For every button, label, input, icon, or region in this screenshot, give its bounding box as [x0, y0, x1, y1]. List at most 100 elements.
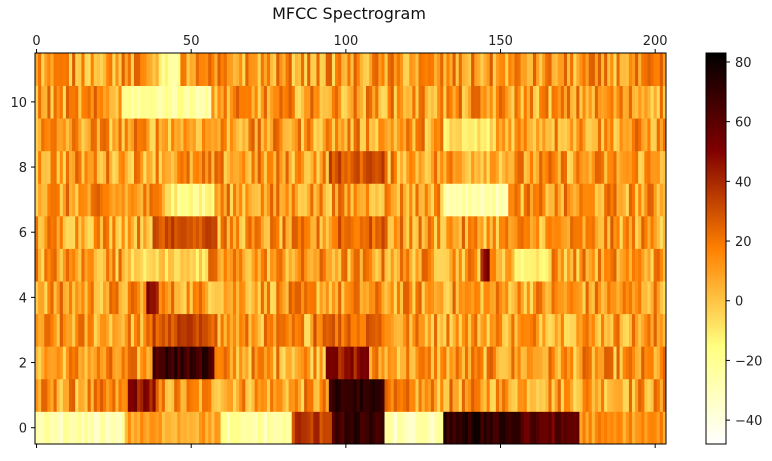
heatmap-cell [35, 215, 39, 249]
heatmap-cell [115, 215, 119, 249]
heatmap-cell [384, 215, 389, 249]
heatmap-cell [554, 150, 559, 184]
heatmap-cell [579, 378, 583, 412]
heatmap-cell [631, 281, 636, 315]
heatmap-cell [341, 53, 345, 86]
heatmap-cell [387, 411, 392, 445]
heatmap-cell [301, 85, 305, 119]
heatmap-cell [458, 183, 463, 217]
heatmap-cell [489, 85, 494, 119]
heatmap-cell [325, 346, 330, 380]
heatmap-cell [208, 53, 212, 86]
heatmap-cell [446, 150, 450, 184]
heatmap-cell [418, 248, 423, 282]
heatmap-cell [542, 313, 546, 347]
heatmap-cell [316, 346, 320, 380]
heatmap-cell [644, 183, 648, 217]
heatmap-cell [372, 313, 376, 347]
heatmap-cell [489, 411, 494, 445]
heatmap-cell [313, 215, 317, 249]
heatmap-cell [644, 150, 648, 184]
heatmap-cell [455, 346, 460, 380]
heatmap-cell [567, 215, 571, 249]
heatmap-cell [198, 248, 203, 282]
heatmap-cell [276, 378, 280, 412]
heatmap-cell [647, 313, 651, 347]
heatmap-cell [464, 150, 469, 184]
heatmap-cell [220, 118, 225, 152]
heatmap-cell [461, 248, 466, 282]
heatmap-cell [517, 53, 522, 86]
heatmap-cell [285, 378, 290, 412]
heatmap-cell [638, 53, 642, 86]
heatmap-cell [177, 378, 181, 412]
heatmap-cell [282, 150, 286, 184]
heatmap-cell [508, 53, 512, 86]
heatmap-cell [115, 378, 119, 412]
heatmap-cell [183, 281, 187, 315]
heatmap-cell [650, 313, 655, 347]
heatmap-cell [279, 313, 283, 347]
heatmap-cell [529, 53, 534, 86]
heatmap-cell [653, 346, 658, 380]
heatmap-cell [226, 215, 231, 249]
heatmap-cell [563, 150, 568, 184]
heatmap-cell [474, 248, 478, 282]
heatmap-cell [477, 53, 481, 86]
heatmap-cell [403, 411, 407, 445]
heatmap-cell [38, 183, 42, 217]
heatmap-cell [294, 248, 299, 282]
heatmap-cell [474, 150, 478, 184]
colorbar [705, 52, 727, 445]
heatmap-cell [47, 313, 51, 347]
heatmap-cell [514, 85, 518, 119]
heatmap-cell [662, 281, 667, 315]
heatmap-cell [653, 53, 658, 86]
heatmap-cell [560, 183, 565, 217]
heatmap-cell [399, 248, 404, 282]
heatmap-cell [149, 313, 153, 347]
heatmap-cell [387, 346, 392, 380]
heatmap-cell [103, 378, 107, 412]
heatmap-cell [242, 183, 246, 217]
heatmap-cell [149, 378, 153, 412]
heatmap-cell [477, 215, 481, 249]
heatmap-cell [480, 411, 484, 445]
heatmap-cell [607, 150, 611, 184]
heatmap-cell [78, 118, 82, 152]
heatmap-cell [399, 346, 404, 380]
heatmap-cell [384, 313, 389, 347]
heatmap-cell [112, 378, 116, 412]
heatmap-cell [662, 118, 667, 152]
heatmap-cell [480, 378, 484, 412]
heatmap-cell [220, 313, 225, 347]
heatmap-cell [483, 150, 487, 184]
heatmap-cell [331, 346, 336, 380]
heatmap-cell [594, 378, 599, 412]
heatmap-cell [220, 53, 225, 86]
heatmap-cell [591, 281, 596, 315]
heatmap-cell [99, 411, 104, 445]
heatmap-cell [338, 183, 342, 217]
heatmap-cell [38, 118, 42, 152]
heatmap-cell [533, 248, 537, 282]
heatmap-cell [369, 53, 373, 86]
heatmap-cell [393, 85, 398, 119]
heatmap-cell [585, 183, 590, 217]
heatmap-cell [353, 215, 358, 249]
heatmap-cell [356, 378, 361, 412]
heatmap-cell [118, 248, 122, 282]
heatmap-cell [205, 118, 209, 152]
heatmap-cell [316, 150, 320, 184]
heatmap-cell [127, 378, 132, 412]
heatmap-cell [273, 53, 277, 86]
heatmap-cell [69, 411, 73, 445]
heatmap-cell [418, 85, 423, 119]
heatmap-cell [236, 378, 240, 412]
heatmap-cell [579, 85, 583, 119]
heatmap-cell [650, 378, 655, 412]
heatmap-cell [47, 215, 51, 249]
heatmap-cell [369, 313, 373, 347]
heatmap-cell [140, 85, 144, 119]
heatmap-cell [477, 378, 481, 412]
